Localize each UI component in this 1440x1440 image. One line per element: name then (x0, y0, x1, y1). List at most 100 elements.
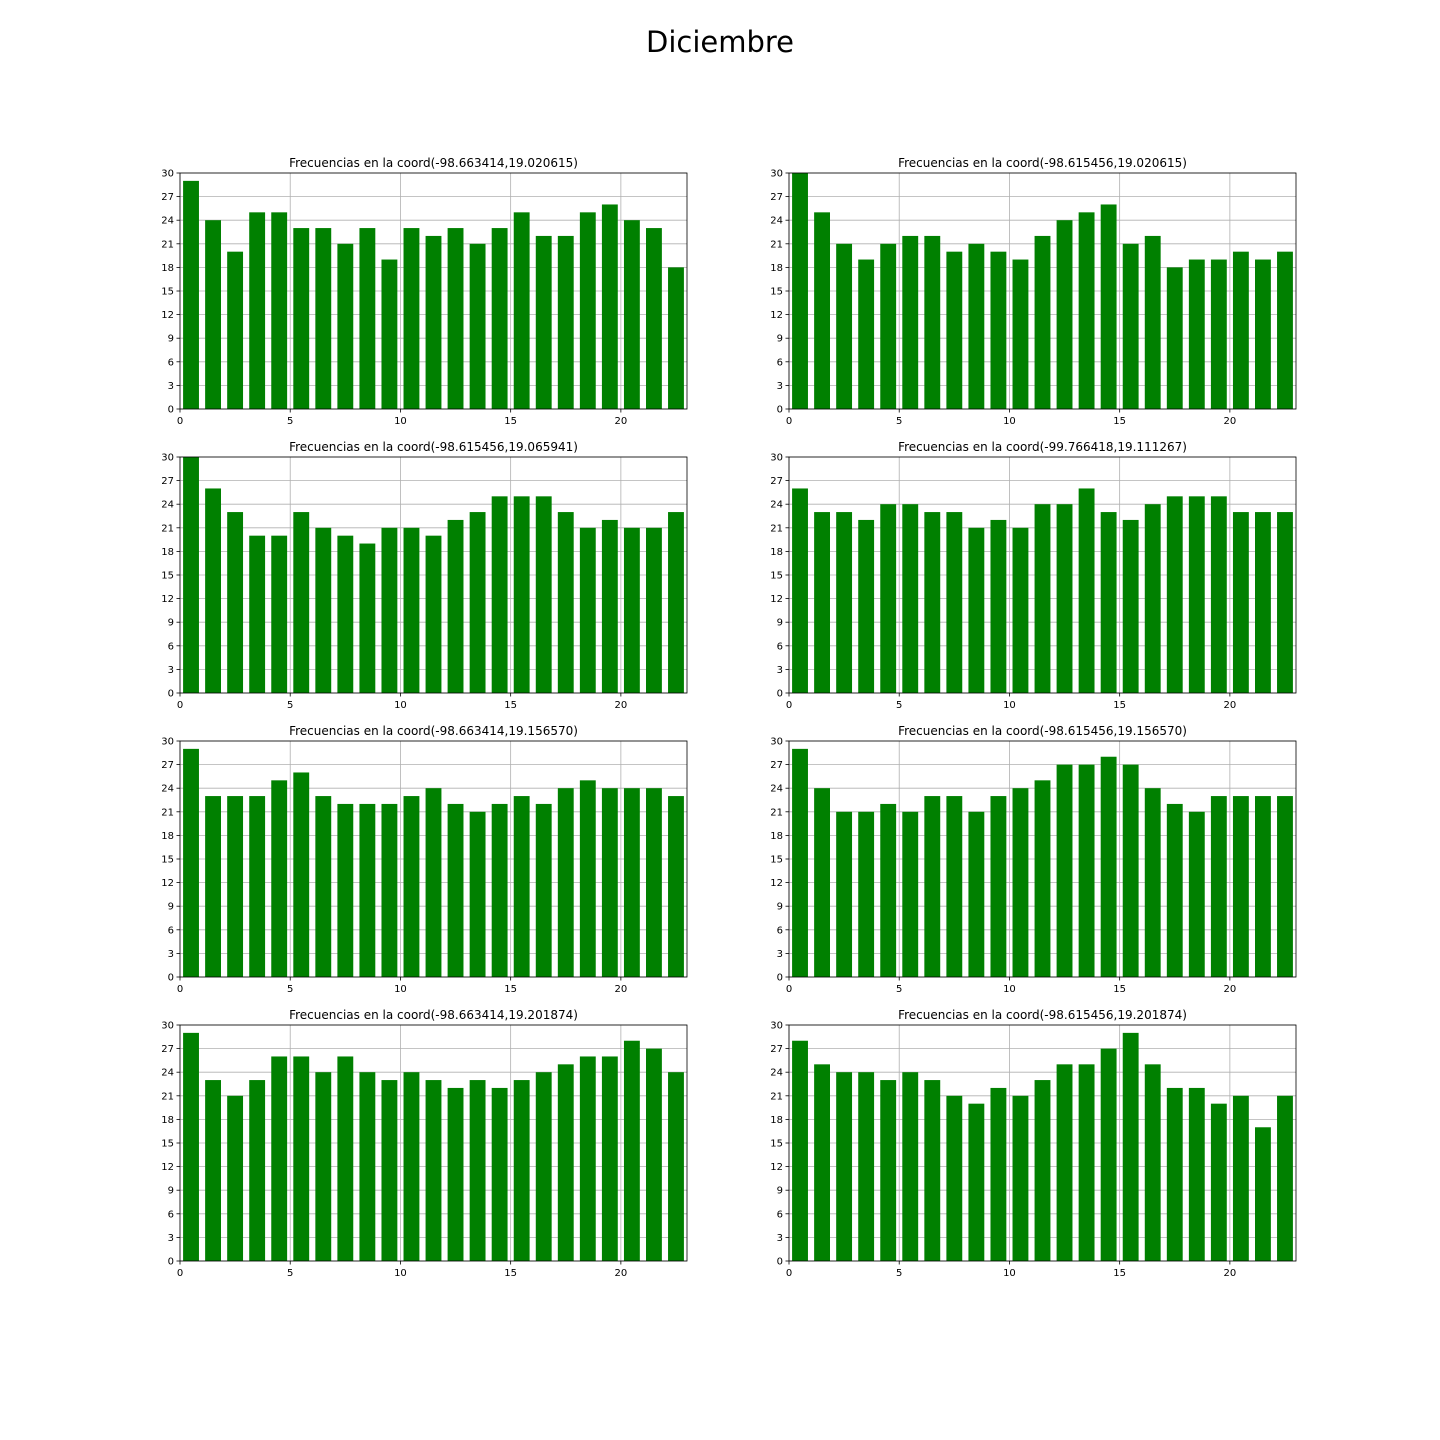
y-tick-label: 0 (777, 689, 783, 700)
x-tick-label: 10 (1003, 984, 1016, 995)
bar (227, 512, 244, 693)
y-tick-label: 30 (161, 453, 174, 464)
bar (902, 1072, 919, 1261)
y-tick-label: 18 (770, 547, 783, 558)
bar (557, 235, 574, 409)
x-tick-label: 5 (896, 700, 902, 711)
bar (1232, 512, 1249, 693)
bar (513, 1080, 530, 1261)
bar (1056, 220, 1073, 409)
bar (668, 1072, 684, 1261)
y-tick-label: 9 (168, 334, 174, 345)
y-tick-label: 18 (161, 831, 174, 842)
y-tick-label: 0 (168, 1257, 174, 1268)
x-tick-label: 10 (394, 1268, 407, 1279)
figure-title: Diciembre (646, 25, 794, 59)
bar (814, 212, 831, 409)
y-tick-label: 18 (161, 547, 174, 558)
bar (858, 1072, 875, 1261)
bar (1034, 235, 1051, 409)
bar (1100, 1048, 1117, 1261)
x-tick-label: 10 (394, 984, 407, 995)
bar (271, 212, 288, 409)
y-tick-label: 15 (161, 287, 174, 298)
y-tick-label: 6 (777, 641, 783, 652)
bar (271, 780, 288, 977)
bar (623, 220, 640, 409)
bar (1100, 756, 1117, 977)
x-tick-label: 20 (1224, 416, 1237, 427)
y-tick-label: 15 (161, 855, 174, 866)
x-tick-label: 0 (177, 700, 183, 711)
bar (183, 457, 199, 693)
bar (337, 535, 354, 693)
y-tick-label: 27 (770, 476, 783, 487)
y-tick-label: 15 (770, 287, 783, 298)
y-tick-label: 0 (168, 973, 174, 984)
bar (1232, 796, 1249, 977)
bar (902, 811, 919, 977)
y-tick-label: 18 (770, 263, 783, 274)
y-tick-label: 0 (777, 973, 783, 984)
bar (1166, 496, 1183, 693)
bar (579, 780, 596, 977)
x-tick-label: 20 (1224, 984, 1237, 995)
bar (1122, 519, 1139, 693)
bar (205, 220, 222, 409)
y-tick-label: 15 (770, 571, 783, 582)
bar (469, 512, 486, 693)
bar (1188, 496, 1205, 693)
bar (858, 259, 875, 409)
bar (1078, 764, 1095, 977)
x-tick-label: 5 (896, 1268, 902, 1279)
subplot-5: Frecuencias en la coord(-98.663414,19.15… (161, 724, 688, 995)
bar (513, 796, 530, 977)
y-tick-label: 9 (777, 618, 783, 629)
bar (447, 1087, 464, 1261)
bar (1012, 788, 1029, 977)
bar (403, 228, 420, 409)
x-tick-label: 5 (287, 700, 293, 711)
bar (1144, 1064, 1161, 1261)
y-tick-label: 3 (168, 381, 174, 392)
y-tick-label: 24 (161, 1068, 174, 1079)
bar (623, 527, 640, 693)
bar (403, 527, 420, 693)
y-tick-label: 3 (168, 1233, 174, 1244)
y-tick-label: 15 (770, 855, 783, 866)
y-tick-label: 30 (161, 737, 174, 748)
bar (205, 488, 222, 693)
bar (1078, 212, 1095, 409)
y-tick-label: 30 (770, 453, 783, 464)
subplot-6: Frecuencias en la coord(-98.615456,19.15… (770, 724, 1297, 995)
y-tick-label: 6 (168, 1209, 174, 1220)
subplot-title: Frecuencias en la coord(-98.615456,19.02… (898, 156, 1187, 170)
bar (880, 243, 897, 409)
x-tick-label: 10 (1003, 700, 1016, 711)
bar (1188, 1087, 1205, 1261)
y-tick-label: 30 (161, 1021, 174, 1032)
bar (513, 496, 530, 693)
y-tick-label: 12 (161, 878, 174, 889)
subplot-title: Frecuencias en la coord(-99.766418,19.11… (898, 440, 1187, 454)
bar (1078, 488, 1095, 693)
y-tick-label: 24 (770, 1068, 783, 1079)
y-tick-label: 30 (770, 737, 783, 748)
bar (249, 796, 266, 977)
bar (623, 1040, 640, 1261)
bar (902, 504, 919, 693)
bar (271, 1056, 288, 1261)
bar (990, 519, 1007, 693)
bar (880, 803, 897, 977)
subplot-title: Frecuencias en la coord(-98.615456,19.15… (898, 724, 1187, 738)
bar (359, 228, 376, 409)
bar (792, 748, 808, 977)
bar (337, 243, 354, 409)
subplot-title: Frecuencias en la coord(-98.663414,19.20… (289, 1008, 578, 1022)
x-tick-label: 0 (786, 416, 792, 427)
bar (1122, 1032, 1139, 1261)
bar (1056, 504, 1073, 693)
bar (924, 796, 941, 977)
y-tick-label: 27 (770, 1044, 783, 1055)
x-tick-label: 15 (504, 1268, 517, 1279)
